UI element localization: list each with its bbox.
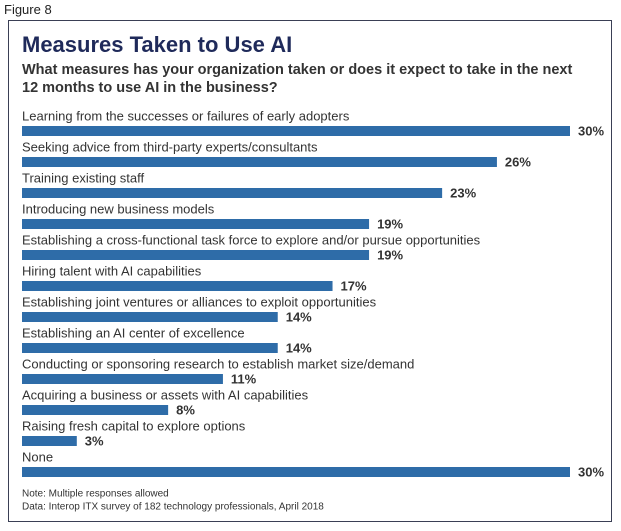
category-label: Acquiring a business or assets with AI c…	[22, 387, 309, 402]
value-label: 11%	[231, 371, 257, 386]
category-label: Seeking advice from third-party experts/…	[22, 139, 318, 154]
bar	[22, 219, 370, 229]
value-label: 30%	[578, 464, 604, 479]
bar	[22, 188, 443, 198]
category-label: Learning from the successes or failures …	[22, 108, 350, 123]
value-label: 3%	[85, 433, 104, 448]
bar	[22, 374, 223, 384]
note: Data: Interop ITX survey of 182 technolo…	[22, 502, 324, 513]
category-label: None	[22, 449, 53, 464]
bar	[22, 343, 278, 353]
value-label: 26%	[505, 154, 531, 169]
category-label: Raising fresh capital to explore options	[22, 418, 246, 433]
value-label: 19%	[377, 216, 403, 231]
category-label: Establishing an AI center of excellence	[22, 325, 245, 340]
chart-subtitle: What measures has your organization take…	[22, 62, 573, 96]
bar	[22, 157, 497, 167]
bar	[22, 405, 169, 415]
value-label: 30%	[578, 123, 604, 138]
value-label: 14%	[286, 340, 312, 355]
chart-title: Measures Taken to Use AI	[22, 32, 293, 57]
category-label: Training existing staff	[22, 170, 145, 185]
figure-label: Figure 8	[4, 2, 52, 17]
bar	[22, 467, 570, 477]
value-label: 17%	[341, 278, 367, 293]
value-label: 19%	[377, 247, 403, 262]
value-label: 14%	[286, 309, 312, 324]
note: Note: Multiple responses allowed	[22, 489, 169, 500]
bar	[22, 436, 77, 446]
category-label: Establishing a cross-functional task for…	[22, 232, 481, 247]
bar	[22, 312, 278, 322]
bar	[22, 281, 333, 291]
frame	[8, 20, 612, 522]
category-label: Hiring talent with AI capabilities	[22, 263, 202, 278]
bar	[22, 250, 370, 260]
value-label: 8%	[176, 402, 195, 417]
category-label: Conducting or sponsoring research to est…	[22, 356, 414, 371]
bar	[22, 126, 570, 136]
category-label: Introducing new business models	[22, 201, 215, 216]
category-label: Establishing joint ventures or alliances…	[22, 294, 377, 309]
value-label: 23%	[450, 185, 476, 200]
